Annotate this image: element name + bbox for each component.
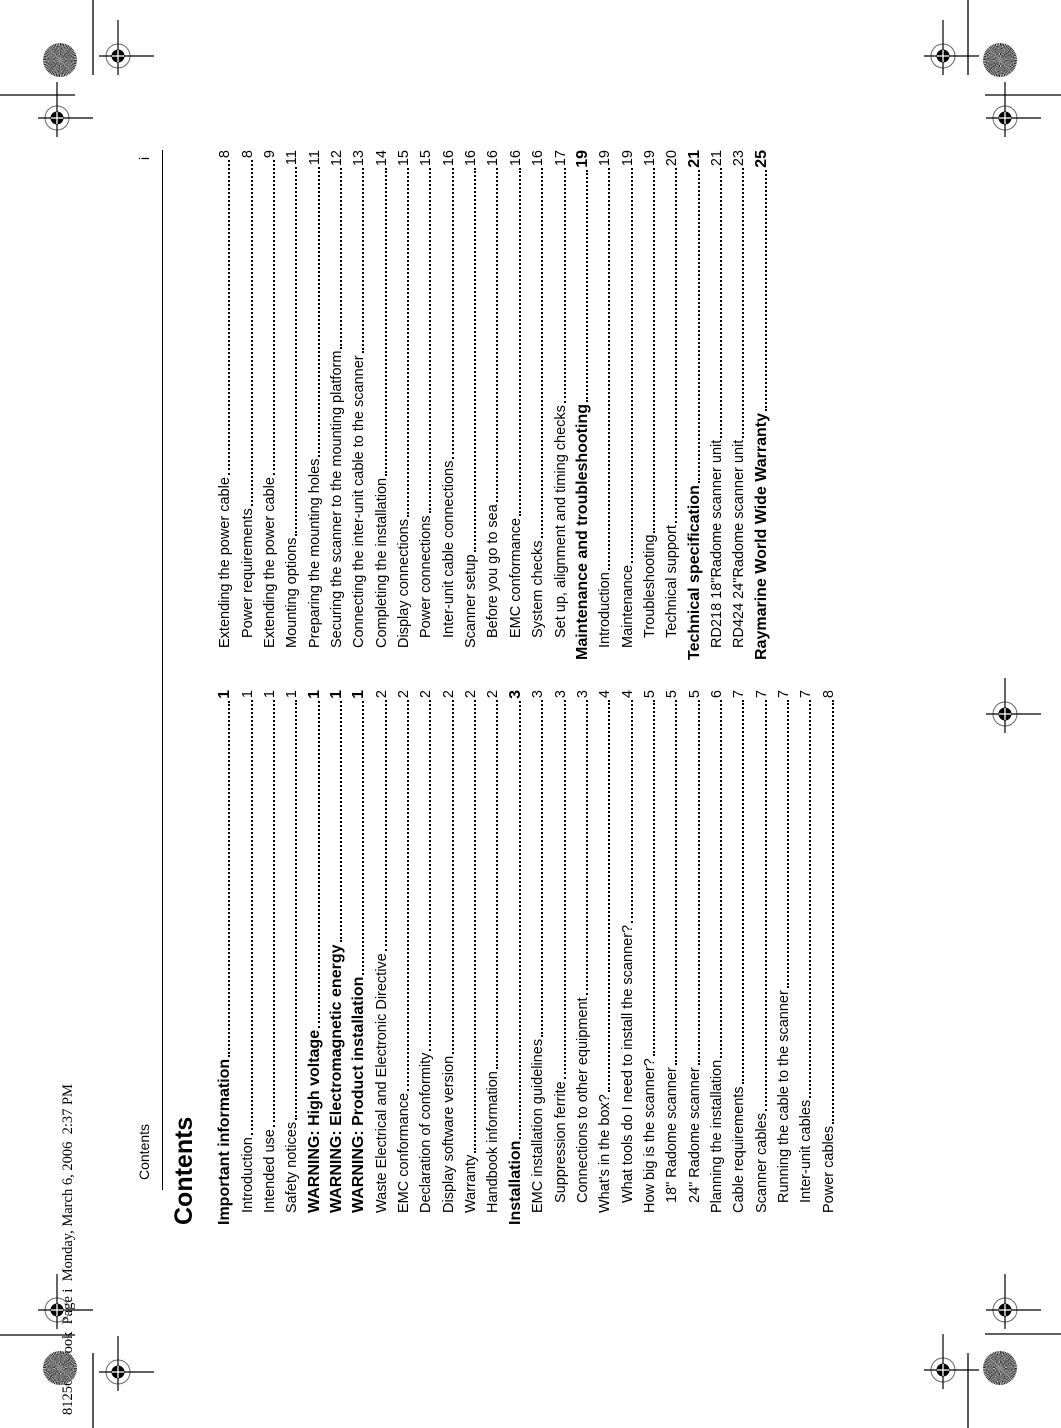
starburst-registration-icon <box>983 43 1017 77</box>
registration-target-icon <box>986 1274 1041 1329</box>
registration-target-icon <box>99 1336 154 1391</box>
registration-target-icon <box>38 1274 93 1329</box>
registration-target-icon <box>986 678 1041 733</box>
registration-target-icon <box>986 82 1041 137</box>
registration-target-icon <box>924 1334 979 1389</box>
registration-target-icon <box>99 20 154 75</box>
starburst-registration-icon <box>43 1351 77 1385</box>
registration-target-icon <box>924 20 979 75</box>
registration-target-icon <box>38 82 93 137</box>
starburst-registration-icon <box>43 43 77 77</box>
starburst-registration-icon <box>983 1351 1017 1385</box>
